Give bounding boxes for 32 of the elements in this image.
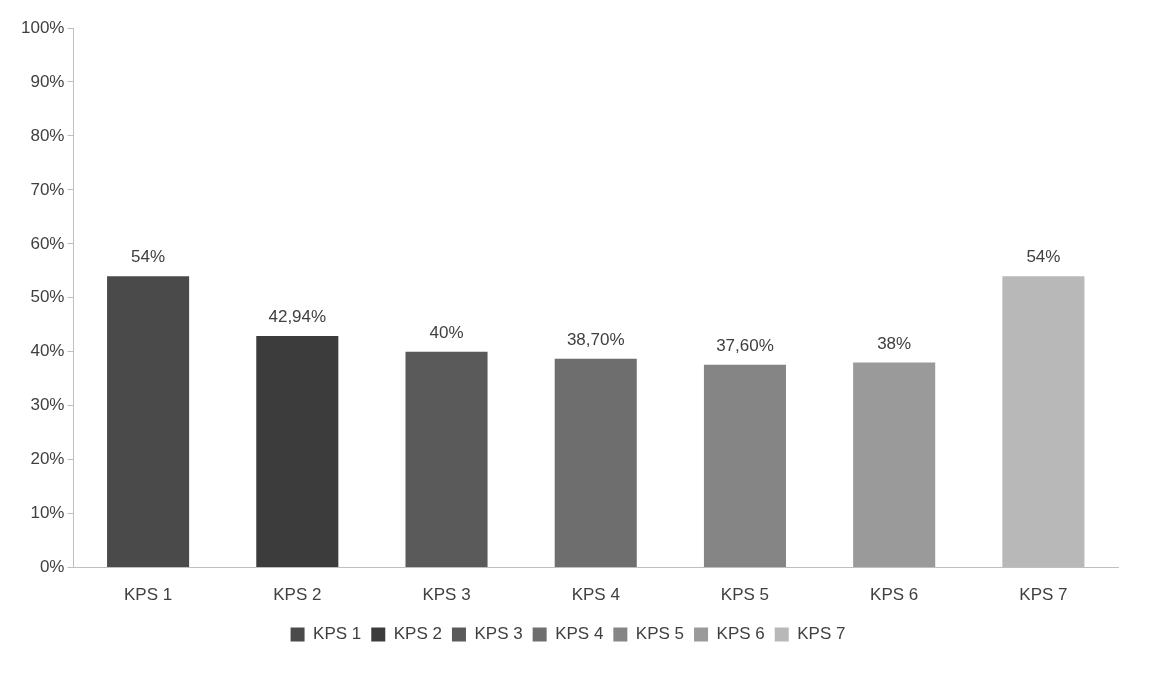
legend-label: KPS 7	[797, 624, 846, 644]
data-label: 54%	[1026, 247, 1061, 267]
data-label: 42,94%	[268, 307, 327, 327]
legend-label: KPS 2	[393, 624, 442, 644]
y-tick-label: 0%	[39, 557, 65, 577]
y-tick-label: 30%	[30, 395, 65, 415]
y-tick-label: 60%	[30, 233, 65, 253]
data-label: 40%	[429, 322, 464, 342]
y-tick-label: 40%	[30, 341, 65, 361]
y-tick-label: 10%	[30, 503, 65, 523]
y-tick-label: 80%	[30, 125, 65, 145]
x-tick-label: KPS 1	[123, 585, 173, 605]
x-tick-label: KPS 7	[1019, 585, 1068, 605]
x-tick-label: KPS 4	[571, 585, 620, 605]
y-tick-label: 70%	[30, 179, 65, 199]
y-tick-label: 50%	[30, 287, 65, 307]
legend-label: KPS 4	[555, 624, 604, 644]
legend-label: KPS 5	[635, 624, 685, 644]
x-tick-label: KPS 2	[273, 585, 322, 605]
data-label: 38%	[877, 333, 912, 353]
legend-label: KPS 1	[313, 624, 362, 644]
data-label: 37,60%	[716, 335, 774, 355]
y-tick-label: 90%	[30, 71, 65, 91]
y-tick-label: 20%	[30, 449, 65, 469]
y-tick-label: 100%	[21, 17, 65, 37]
data-label: 38,70%	[566, 329, 625, 349]
legend-label: KPS 3	[474, 624, 523, 644]
x-tick-label: KPS 6	[870, 585, 919, 605]
x-tick-label: KPS 3	[422, 585, 471, 605]
x-tick-label: KPS 5	[720, 585, 770, 605]
data-label: 54%	[131, 247, 166, 267]
legend-label: KPS 6	[716, 624, 765, 644]
